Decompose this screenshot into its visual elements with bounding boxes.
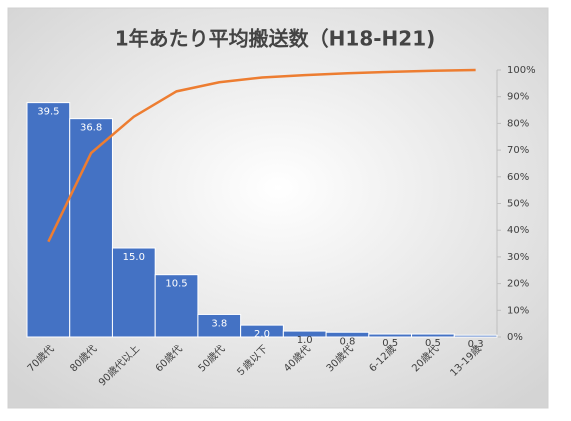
- y2-tick-label: 30%: [507, 252, 529, 263]
- value-label: 10.5: [165, 279, 187, 290]
- value-label: 1.0: [297, 335, 313, 346]
- value-label: 0.8: [340, 336, 356, 347]
- y2-tick-label: 0%: [507, 332, 523, 343]
- bar: [111, 247, 156, 338]
- y2-tick-label: 50%: [507, 199, 529, 210]
- y2-tick-label: 70%: [507, 145, 529, 156]
- bar: [154, 274, 199, 338]
- y2-tick-label: 80%: [507, 118, 529, 129]
- value-label: 36.8: [80, 123, 102, 134]
- y2-tick-label: 40%: [507, 225, 529, 236]
- value-label: 2.0: [254, 329, 270, 340]
- bar: [453, 334, 498, 338]
- value-label: 0.3: [468, 339, 484, 350]
- bar: [411, 333, 455, 338]
- y2-tick-label: 60%: [507, 172, 529, 183]
- y2-tick-label: 100%: [507, 65, 536, 76]
- chart-title: 1年あたり平均搬送数（H18-H21): [115, 27, 436, 51]
- value-label: 0.5: [382, 338, 398, 349]
- value-label: 15.0: [123, 252, 145, 263]
- y2-tick-label: 10%: [507, 305, 529, 316]
- bar: [368, 333, 413, 338]
- y2-tick-label: 20%: [507, 279, 529, 290]
- value-label: 39.5: [37, 107, 59, 118]
- value-label: 0.5: [425, 338, 441, 349]
- value-label: 3.8: [211, 318, 227, 329]
- bar: [26, 102, 71, 338]
- y2-tick-label: 90%: [507, 92, 529, 103]
- cumulative-line: [47, 68, 476, 243]
